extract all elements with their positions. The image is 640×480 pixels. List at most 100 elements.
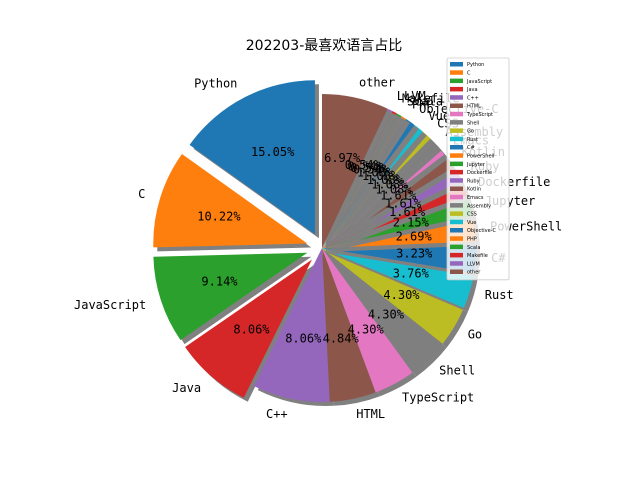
legend-label: HTML [467,104,481,110]
legend-label: PowerShell [467,154,494,160]
slice-shadow [326,120,410,252]
legend-item: C [450,70,471,77]
pct-label: 1.08% [367,173,404,187]
category-label: JavaScript [74,298,146,312]
legend-label: Scala [467,245,480,251]
pct-label: 4.30% [383,288,420,302]
legend-label: Go [467,129,474,135]
legend-label: Jupyter [466,162,486,168]
legend-label: other [467,270,481,276]
legend-swatch [450,153,463,158]
legend-label: Makefile [467,253,488,259]
legend-item: Dockerfile [450,169,492,176]
pct-label: 1.61% [389,205,426,219]
legend-label: Kotlin [467,187,481,193]
legend-swatch [450,203,463,208]
category-label: C [138,187,145,201]
legend-label: PHP [467,237,477,243]
pct-label: 1.61% [385,197,422,211]
category-label: Java [172,381,201,395]
legend-item: JavaScript [450,78,492,85]
pct-label: 2.15% [393,215,430,229]
legend-item: Java [450,86,478,93]
slice-wedge [253,248,330,402]
legend-swatch [450,244,463,250]
slice-rust [322,248,478,312]
legend-item: TypeScript [450,111,493,118]
slice-other [322,94,392,252]
category-label: Python [194,77,237,91]
category-label: LLVM [397,89,426,103]
slice-python [189,80,319,239]
pct-label: 4.30% [368,308,405,322]
legend-label: JavaScript [466,79,492,85]
legend-label: C# [467,145,475,151]
legend-swatch [450,269,463,274]
legend-label: Vue [467,220,476,226]
pct-label: 0.54% [353,163,390,177]
slice-shadow [326,150,449,252]
slice-shell [322,248,447,377]
legend-item: PowerShell [450,153,494,160]
legend-item: Ruby [450,178,480,184]
pct-label: 8.06% [233,323,270,337]
legend-item: Objective-C [450,228,497,234]
slice-shadow [326,128,427,252]
slice-go [322,248,468,348]
pct-label: 1.61% [380,189,417,203]
legend-swatch [450,236,463,241]
legend-swatch [450,211,463,216]
category-label: TypeScript [402,390,474,404]
slice-c [253,248,334,406]
pct-label: 2.69% [396,229,433,243]
legend-label: C++ [467,95,479,101]
legend-swatch [450,228,463,233]
legend-item: Emacs [450,194,484,201]
legend-label: Python [467,62,484,68]
legend-label: Emacs [467,195,484,201]
slice-shadow [326,135,435,252]
category-label: Shell [439,363,475,377]
slice-javascript [153,252,312,345]
category-label: Rust [485,288,514,302]
pct-label: 1.08% [375,182,412,196]
legend-item: Shell [450,120,479,126]
legend-item: C# [450,145,475,151]
category-label: Vue [428,109,450,123]
category-label: PHP [412,97,434,111]
legend-item: Kotlin [450,186,481,193]
legend-item: Scala [450,244,480,251]
pct-label: 3.76% [393,267,430,281]
legend-swatch [450,128,463,133]
legend-swatch [450,78,463,84]
legend-swatch [450,86,463,92]
slice-wedge [322,248,474,308]
legend-swatch [450,169,463,175]
pct-label: 6.97% [324,151,361,165]
pct-label: 8.06% [285,331,322,345]
legend-item: PHP [450,236,477,243]
category-label: Go [468,327,482,341]
legend-swatch [450,186,463,191]
legend-item: Assembly [450,203,491,209]
pct-label: 4.30% [348,322,385,336]
legend-item: Python [450,62,484,68]
slice-shadow [326,115,401,253]
legend-item: other [450,269,481,276]
category-label: other [359,76,395,90]
legend-label: Dockerfile [467,170,492,176]
slice-typescript [322,248,417,397]
slice-wedge [322,248,413,393]
legend-swatch [450,178,463,183]
legend-swatch [450,136,463,142]
pct-label: 4.84% [323,331,360,345]
legend-item: Makefile [450,252,488,259]
legend-label: C [467,71,471,77]
slice-wedge [322,94,388,248]
legend-swatch [450,70,463,75]
legend-label: Ruby [467,178,480,184]
pie-slices [153,80,480,406]
legend-label: Rust [467,137,478,143]
slice-c [153,154,312,252]
